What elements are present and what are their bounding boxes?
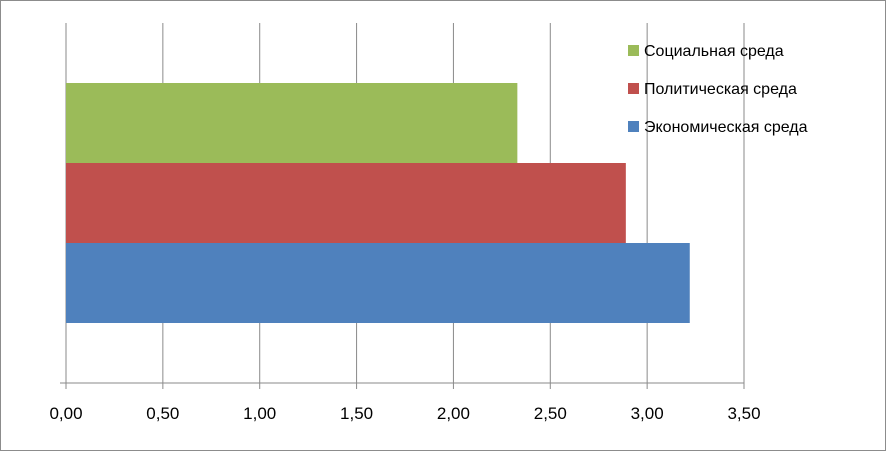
bar [66,163,626,243]
x-tick-label: 2,50 [534,404,567,423]
x-tick-label: 0,50 [146,404,179,423]
legend-label: Политическая среда [644,81,797,98]
x-axis: 0,00 0,50 1,00 1,50 2,00 2,50 3,00 3,50 [49,382,761,423]
bar [66,243,690,323]
x-tick-label: 3,00 [631,404,664,423]
x-tick-label: 3,50 [727,404,760,423]
legend-swatch [628,121,639,132]
x-tick-label: 1,00 [243,404,276,423]
legend: Социальная среда Политическая среда Эконом… [628,43,808,136]
bars [66,83,690,323]
legend-label: Социальная среда [644,43,784,60]
bar [66,83,518,163]
legend-label: Экономическая среда [644,119,808,136]
x-tick-label: 0,00 [49,404,82,423]
legend-swatch [628,83,639,94]
legend-swatch [628,45,639,56]
x-tick-label: 2,00 [437,404,470,423]
x-tick-label: 1,50 [340,404,373,423]
